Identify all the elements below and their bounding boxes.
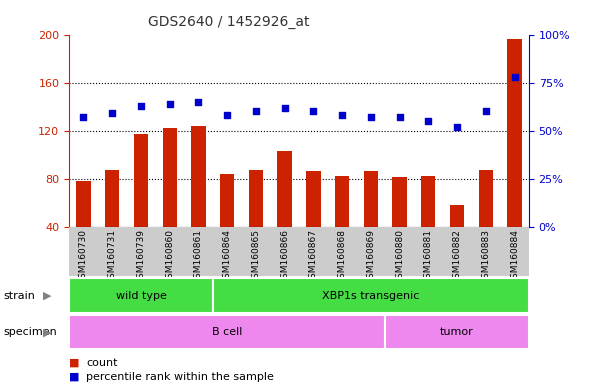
Bar	[213, 278, 529, 313]
Text: GSM160881: GSM160881	[424, 229, 433, 284]
Bar	[478, 170, 493, 275]
Bar	[306, 171, 320, 275]
Bar	[335, 176, 349, 275]
Point	[251, 108, 261, 114]
Point	[510, 74, 519, 80]
Text: tumor: tumor	[440, 327, 474, 337]
Text: count: count	[86, 358, 117, 368]
Bar	[134, 134, 148, 275]
Bar	[249, 170, 263, 275]
Text: GSM160866: GSM160866	[280, 229, 289, 284]
Bar	[76, 181, 91, 275]
Bar	[105, 170, 120, 275]
Bar	[191, 126, 206, 275]
Point	[79, 114, 88, 120]
Bar	[385, 315, 529, 349]
Bar	[364, 171, 378, 275]
Text: B cell: B cell	[212, 327, 242, 337]
Text: GSM160882: GSM160882	[453, 229, 462, 284]
Text: GSM160884: GSM160884	[510, 229, 519, 284]
Text: ▶: ▶	[43, 291, 52, 301]
Text: specimen: specimen	[3, 327, 56, 337]
Text: GDS2640 / 1452926_at: GDS2640 / 1452926_at	[148, 15, 309, 29]
Point	[308, 108, 318, 114]
Text: GSM160730: GSM160730	[79, 229, 88, 284]
Point	[222, 112, 232, 118]
Bar	[450, 205, 464, 275]
Point	[452, 124, 462, 130]
Point	[136, 103, 146, 109]
Bar	[278, 151, 292, 275]
Point	[424, 118, 433, 124]
Text: GSM160860: GSM160860	[165, 229, 174, 284]
Point	[366, 114, 376, 120]
Text: ■: ■	[69, 358, 79, 368]
Text: GSM160865: GSM160865	[251, 229, 260, 284]
Text: wild type: wild type	[115, 291, 166, 301]
Text: GSM160869: GSM160869	[367, 229, 376, 284]
Bar	[220, 174, 234, 275]
Bar	[162, 128, 177, 275]
Point	[194, 99, 203, 105]
Bar	[392, 177, 407, 275]
Text: GSM160868: GSM160868	[338, 229, 347, 284]
Bar	[69, 278, 213, 313]
Bar	[69, 315, 385, 349]
Text: GSM160731: GSM160731	[108, 229, 117, 284]
Point	[395, 114, 404, 120]
Text: strain: strain	[3, 291, 35, 301]
Bar	[421, 176, 436, 275]
Text: GSM160739: GSM160739	[136, 229, 145, 284]
Text: GSM160880: GSM160880	[395, 229, 404, 284]
Text: GSM160883: GSM160883	[481, 229, 490, 284]
Text: GSM160861: GSM160861	[194, 229, 203, 284]
Text: XBP1s transgenic: XBP1s transgenic	[322, 291, 419, 301]
Point	[337, 112, 347, 118]
Point	[108, 110, 117, 116]
Point	[280, 104, 290, 111]
Text: percentile rank within the sample: percentile rank within the sample	[86, 372, 274, 382]
Bar	[507, 40, 522, 275]
Text: GSM160864: GSM160864	[222, 229, 231, 284]
Text: ▶: ▶	[43, 327, 52, 337]
Text: ■: ■	[69, 372, 79, 382]
Point	[165, 101, 174, 107]
Point	[481, 108, 490, 114]
Text: GSM160867: GSM160867	[309, 229, 318, 284]
